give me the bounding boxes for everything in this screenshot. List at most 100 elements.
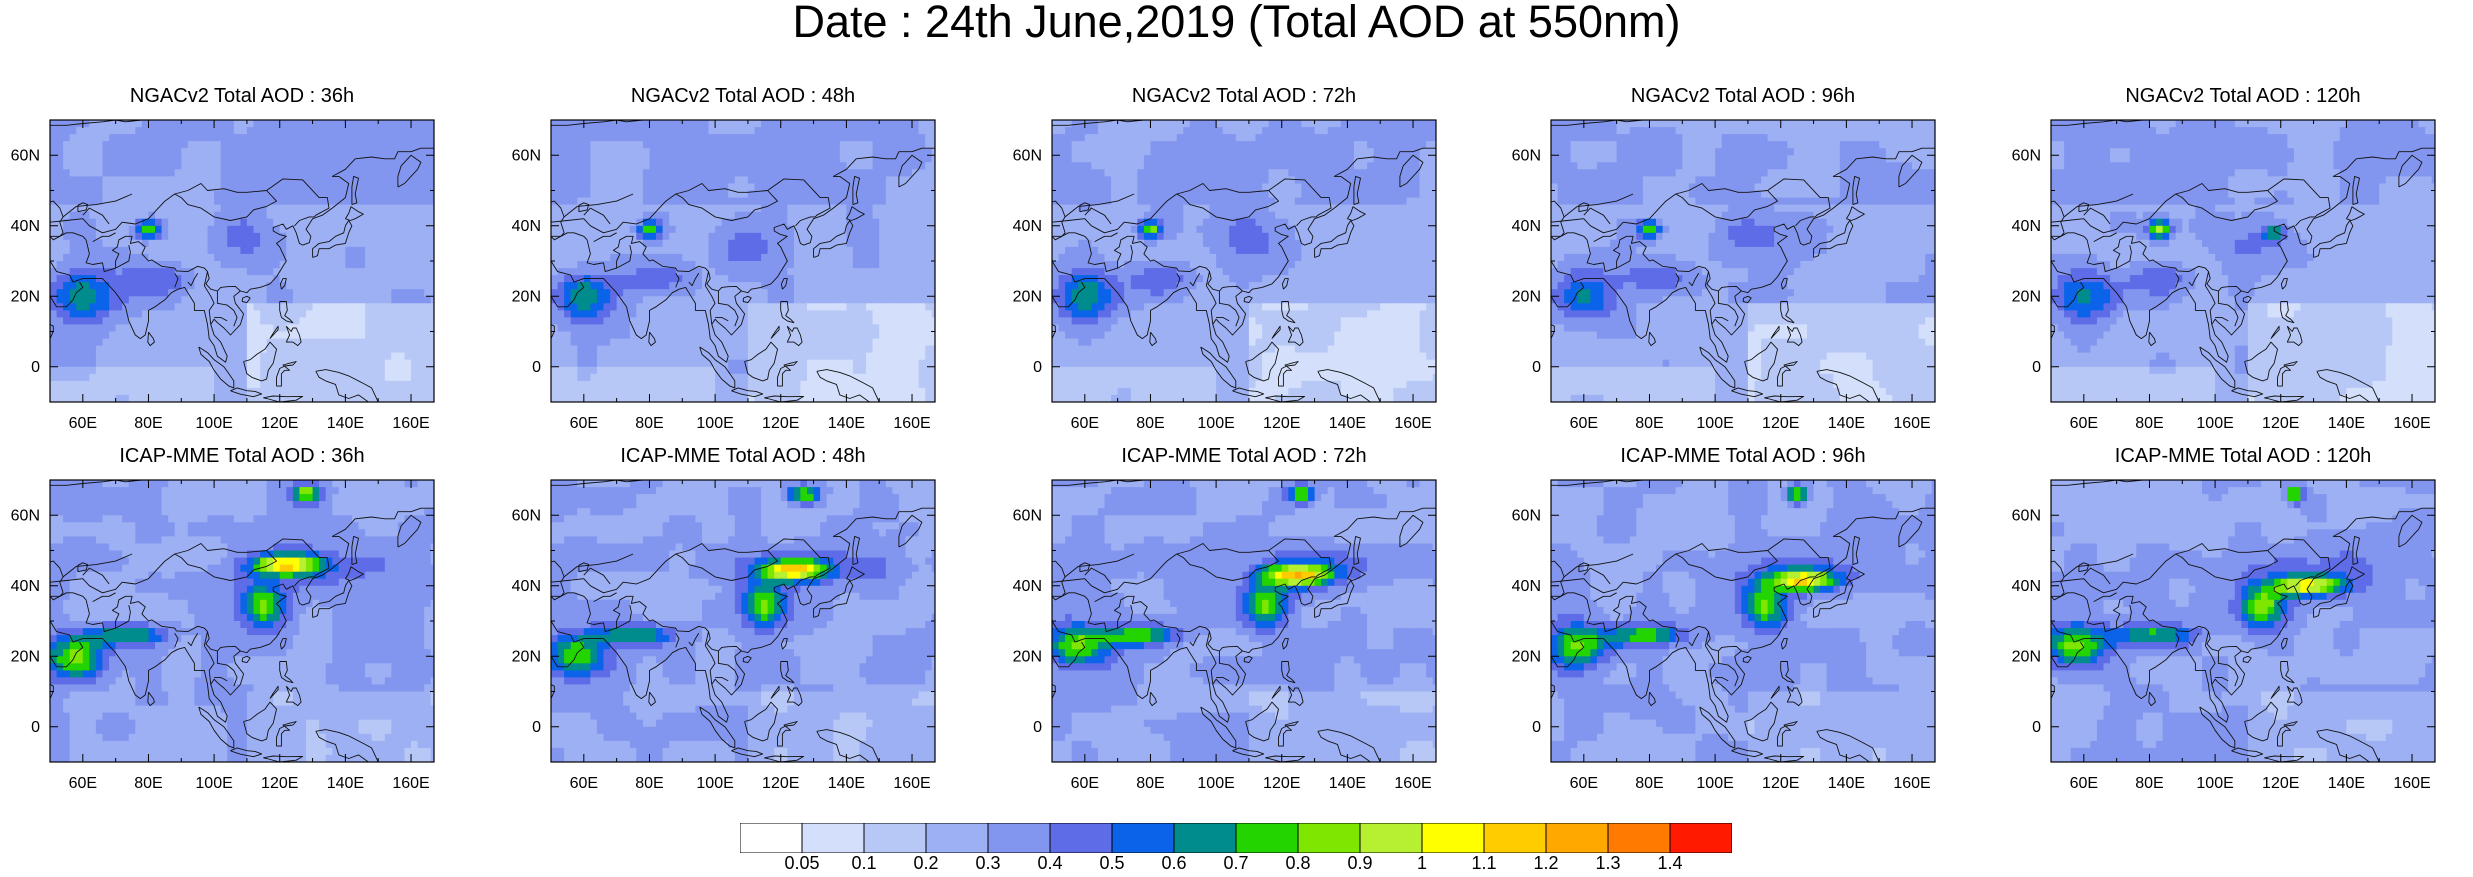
- aod-cell: [695, 240, 702, 248]
- aod-cell: [378, 205, 385, 213]
- aod-cell: [663, 388, 670, 396]
- aod-cell: [359, 120, 366, 128]
- aod-cell: [551, 120, 558, 128]
- aod-cell: [181, 212, 188, 220]
- aod-cell: [1308, 120, 1315, 128]
- aod-cell: [551, 388, 558, 396]
- aod-cell: [715, 219, 722, 227]
- aod-cell: [617, 240, 624, 248]
- aod-cell: [96, 155, 103, 163]
- aod-cell: [240, 141, 247, 149]
- aod-cell: [326, 254, 333, 262]
- aod-cell: [669, 339, 676, 347]
- aod-cell: [597, 148, 604, 156]
- aod-cell: [319, 360, 326, 368]
- aod-cell: [768, 176, 775, 184]
- aod-cell: [260, 254, 267, 262]
- aod-cell: [181, 324, 188, 332]
- aod-cell: [365, 324, 372, 332]
- aod-cell: [584, 346, 591, 354]
- aod-cell: [925, 275, 932, 283]
- aod-cell: [418, 212, 425, 220]
- aod-cell: [735, 254, 742, 262]
- aod-cell: [306, 169, 313, 177]
- aod-cell: [293, 388, 300, 396]
- aod-cell: [391, 324, 398, 332]
- aod-cell: [208, 374, 215, 382]
- aod-cell: [63, 240, 70, 248]
- aod-cell: [571, 346, 578, 354]
- aod-cell: [234, 120, 241, 128]
- aod-cell: [405, 247, 412, 255]
- aod-cell: [912, 324, 919, 332]
- aod-cell: [116, 226, 123, 234]
- aod-cell: [109, 303, 116, 311]
- aod-cell: [378, 219, 385, 227]
- aod-cell: [142, 275, 149, 283]
- aod-cell: [590, 367, 597, 375]
- aod-cell: [96, 254, 103, 262]
- aod-cell: [299, 268, 306, 276]
- aod-cell: [175, 346, 182, 354]
- aod-cell: [656, 219, 663, 227]
- aod-cell: [135, 247, 142, 255]
- aod-cell: [709, 205, 716, 213]
- aod-cell: [240, 162, 247, 170]
- aod-cell: [405, 226, 412, 234]
- aod-cell: [339, 381, 346, 389]
- aod-cell: [109, 324, 116, 332]
- aod-cell: [820, 261, 827, 269]
- aod-cell: [590, 374, 597, 382]
- aod-cell: [820, 191, 827, 199]
- aod-cell: [833, 346, 840, 354]
- aod-cell: [781, 184, 788, 192]
- aod-cell: [728, 346, 735, 354]
- aod-cell: [345, 127, 352, 135]
- aod-cell: [391, 134, 398, 142]
- aod-cell: [689, 226, 696, 234]
- aod-cell: [299, 289, 306, 297]
- aod-cell: [267, 388, 274, 396]
- aod-cell: [260, 120, 267, 128]
- aod-cell: [551, 176, 558, 184]
- aod-cell: [424, 198, 431, 206]
- aod-cell: [879, 127, 886, 135]
- aod-cell: [1164, 120, 1171, 128]
- aod-cell: [794, 191, 801, 199]
- aod-cell: [604, 339, 611, 347]
- aod-cell: [162, 360, 169, 368]
- aod-cell: [820, 198, 827, 206]
- aod-cell: [260, 317, 267, 325]
- aod-cell: [597, 176, 604, 184]
- aod-cell: [168, 205, 175, 213]
- aod-cell: [378, 395, 385, 403]
- aod-cell: [424, 261, 431, 269]
- aod-cell: [359, 205, 366, 213]
- aod-cell: [96, 169, 103, 177]
- aod-cell: [643, 169, 650, 177]
- aod-cell: [571, 198, 578, 206]
- aod-cell: [1262, 120, 1269, 128]
- aod-cell: [149, 205, 156, 213]
- aod-cell: [689, 395, 696, 403]
- aod-cell: [227, 247, 234, 255]
- aod-cell: [57, 296, 64, 304]
- aod-cell: [194, 148, 201, 156]
- aod-cell: [840, 219, 847, 227]
- aod-cell: [636, 127, 643, 135]
- aod-cell: [254, 120, 261, 128]
- aod-cell: [630, 332, 637, 340]
- aod-cell: [260, 162, 267, 170]
- aod-cell: [590, 155, 597, 163]
- aod-cell: [597, 169, 604, 177]
- aod-cell: [405, 332, 412, 340]
- aod-cell: [188, 381, 195, 389]
- aod-cell: [398, 275, 405, 283]
- aod-cell: [584, 169, 591, 177]
- aod-cell: [735, 127, 742, 135]
- aod-cell: [175, 127, 182, 135]
- aod-cell: [247, 247, 254, 255]
- aod-cell: [741, 247, 748, 255]
- aod-cell: [715, 247, 722, 255]
- aod-cell: [800, 233, 807, 241]
